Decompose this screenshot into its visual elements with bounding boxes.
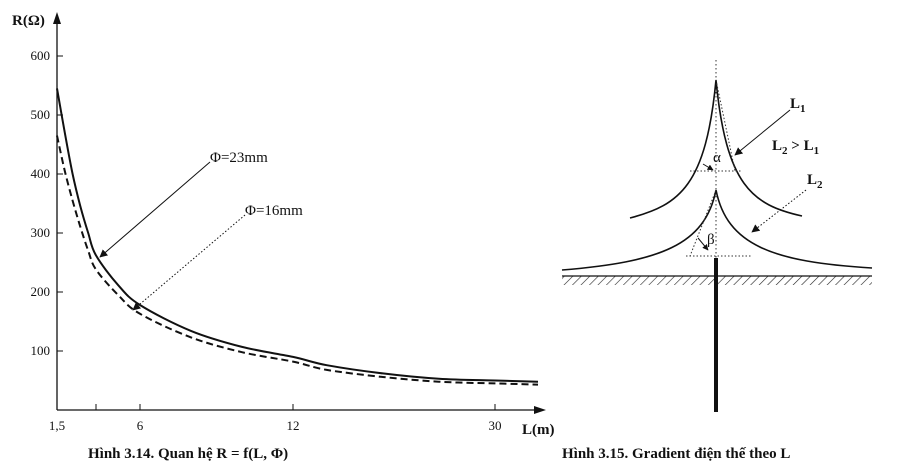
beta-tangent <box>689 189 717 257</box>
label-l2-gt-l1: L2 > L1 <box>772 138 819 157</box>
legend-label-phi16: Φ=16mm <box>245 203 303 219</box>
label-l1: L1 <box>790 96 806 115</box>
resistance-chart: R(Ω) L(m) 100 200 300 400 500 600 1,5 6 12 30 Φ=… <box>12 12 555 462</box>
y-ticks: 100 200 300 400 500 600 <box>31 48 63 358</box>
y-tick-label: 500 <box>31 107 51 122</box>
label-l2-main: L <box>807 172 817 188</box>
x-tick-label: 1,5 <box>49 418 65 433</box>
compare-a-main: L <box>772 138 782 154</box>
x-axis-label: L(m) <box>522 422 555 438</box>
label-l1-sub: 1 <box>800 103 806 115</box>
x-axis-arrow-icon <box>534 406 546 414</box>
x-tick-label: 12 <box>287 418 300 433</box>
gradient-diagram: α β L1 L2 > L1 L2 Hình 3.15. Gradient đi… <box>561 60 873 462</box>
x-tick-label: 6 <box>137 418 144 433</box>
alpha-tangent <box>715 79 736 172</box>
y-axis-label: R(Ω) <box>12 13 45 29</box>
y-tick-label: 300 <box>31 225 51 240</box>
compare-b-main: L <box>804 138 814 154</box>
y-tick-label: 200 <box>31 284 51 299</box>
compare-b-sub: 1 <box>814 145 820 157</box>
y-axis-arrow-icon <box>53 12 61 24</box>
label-l1-main: L <box>790 96 800 112</box>
label-l2: L2 <box>807 172 823 191</box>
series-line-phi23 <box>56 88 539 383</box>
label-l2-sub: 2 <box>817 179 823 191</box>
alpha-symbol: α <box>713 150 721 166</box>
alpha-arrow-icon <box>702 163 714 171</box>
y-tick-label: 600 <box>31 48 51 63</box>
pointer-l1 <box>734 109 791 156</box>
caption-fig-3-15: Hình 3.15. Gradient điện thế theo L <box>562 446 790 462</box>
legend-pointer-phi23 <box>99 161 211 258</box>
x-tick-label: 30 <box>489 418 502 433</box>
y-tick-label: 100 <box>31 343 51 358</box>
caption-fig-3-14: Hình 3.14. Quan hệ R = f(L, Φ) <box>88 446 288 462</box>
compare-a-sub: 2 <box>782 145 788 157</box>
beta-arrow-icon <box>697 237 709 251</box>
series-line-phi16 <box>56 135 539 386</box>
x-ticks: 1,5 6 12 30 <box>49 404 502 433</box>
y-tick-label: 400 <box>31 166 51 181</box>
legend-label-phi23: Φ=23mm <box>210 150 268 166</box>
beta-symbol: β <box>707 232 715 248</box>
compare-op: > <box>788 138 804 154</box>
pointer-l2 <box>751 189 807 233</box>
legend-pointer-phi16 <box>132 214 246 311</box>
